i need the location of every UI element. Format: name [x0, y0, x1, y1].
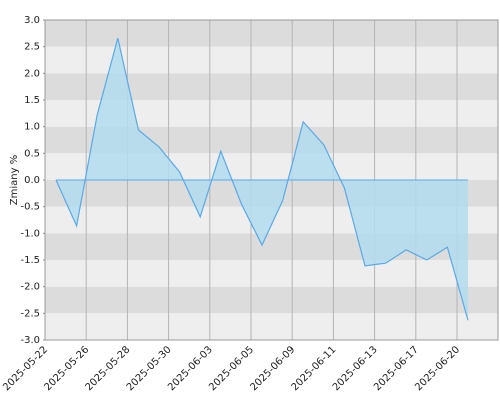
y-tick-label: -2.0 — [20, 282, 40, 293]
band — [45, 260, 498, 287]
band — [45, 313, 498, 340]
band — [45, 20, 498, 47]
y-tick-label: 2.0 — [24, 68, 40, 79]
y-tick-label: 1.0 — [24, 122, 40, 133]
y-tick-label: 2.5 — [24, 42, 40, 53]
y-tick-label: 1.5 — [24, 95, 40, 106]
band — [45, 286, 498, 314]
y-tick-label: -0.5 — [20, 202, 40, 213]
y-tick-label: -1.0 — [20, 228, 40, 239]
x-tick-label: 2025-06-20 — [413, 344, 462, 393]
y-tick-label: -2.5 — [20, 308, 40, 319]
line — [55, 37, 469, 321]
y-tick-label: 0.0 — [24, 175, 40, 186]
y-tick-label: -3.0 — [20, 335, 40, 346]
y-tick-label: 0.5 — [24, 148, 40, 159]
y-tick-label: -1.5 — [20, 255, 40, 266]
y-axis-label: Zmiany % — [9, 155, 20, 205]
y-tick-label: 3.0 — [24, 15, 40, 26]
plot-border — [44, 19, 499, 341]
area — [56, 38, 468, 321]
